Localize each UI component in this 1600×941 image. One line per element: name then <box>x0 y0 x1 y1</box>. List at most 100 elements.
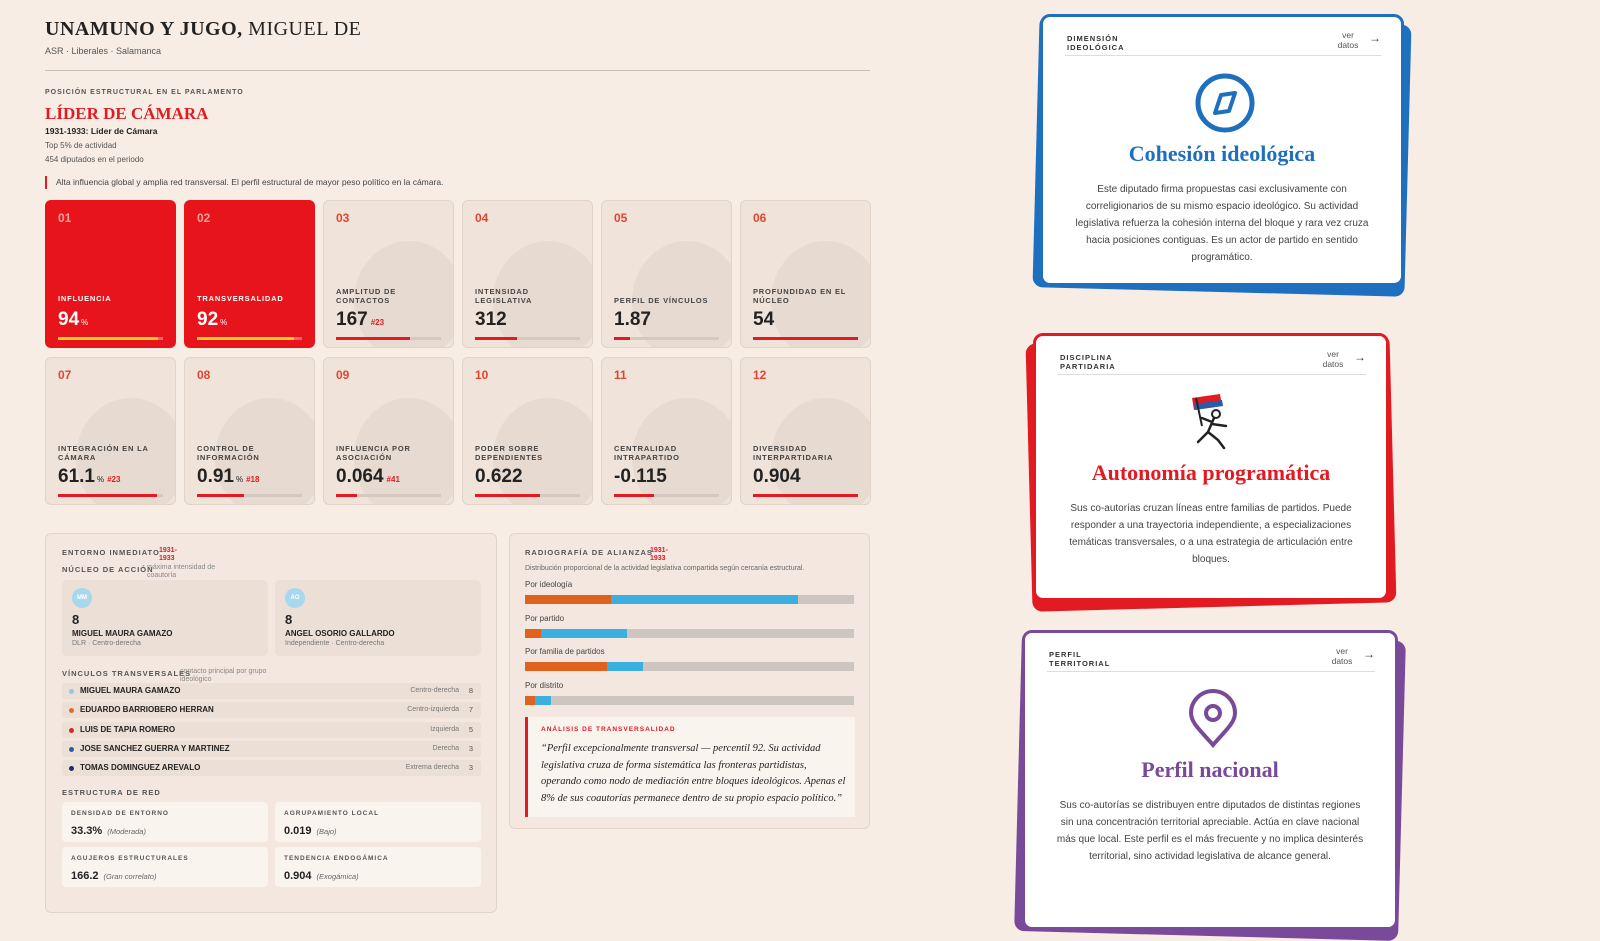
card-category: DISCIPLINA PARTIDARIA <box>1060 353 1116 371</box>
card-rule <box>1047 671 1375 672</box>
link-dot <box>69 708 74 714</box>
card-link[interactable]: ver datos <box>1331 646 1353 666</box>
metric-value: 0.622 <box>475 466 523 487</box>
structure-box: TENDENCIA ENDOGÁMICA 0.904 (Exogámica) <box>275 847 481 887</box>
core-name: ANGEL OSORIO GALLARDO <box>285 629 395 638</box>
insight-card[interactable]: PERFIL TERRITORIAL ver datos → Perfil nacio… <box>1022 630 1398 930</box>
link-row: LUIS DE TAPIA ROMERO Izquierda 5 <box>62 721 481 738</box>
metric-label: CONTROL DE INFORMACIÓN <box>197 444 260 462</box>
alliance-segment <box>541 628 627 638</box>
metric-bar-track <box>336 494 441 497</box>
metric-bar-track <box>336 337 441 340</box>
structure-label: TENDENCIA ENDOGÁMICA <box>284 855 389 862</box>
metric-value: -0.115 <box>614 466 667 487</box>
insight-card[interactable]: DIMENSIÓN IDEOLÓGICA ver datos → Cohesión i… <box>1040 14 1404 286</box>
card-icon <box>1193 71 1257 135</box>
metric-label: PODER SOBRE DEPENDIENTES <box>475 444 543 462</box>
metric-bar <box>475 337 517 340</box>
metric-card: 06 PROFUNDIDAD EN EL NÚCLEO 54 <box>740 200 871 348</box>
metric-number: 08 <box>197 368 211 382</box>
metric-value-row: 0.064 #41 <box>336 466 400 488</box>
metric-bar-track <box>58 337 163 340</box>
structure-note: (Exogámica) <box>316 872 359 881</box>
card-icon <box>1182 390 1246 454</box>
structure-value-row: 166.2 (Gran correlato) <box>71 866 156 884</box>
name: UNAMUNO Y JUGO, MIGUEL DE <box>45 18 361 41</box>
core-name: MIGUEL MAURA GAMAZO <box>72 629 173 638</box>
link-name: EDUARDO BARRIOBERO HERRAN <box>80 705 214 715</box>
card-link[interactable]: ver datos <box>1337 30 1359 50</box>
metric-unit: % <box>220 318 228 327</box>
metric-card: 08 CONTROL DE INFORMACIÓN 0.91% #18 <box>184 357 315 505</box>
alliance-track <box>525 595 854 604</box>
core-count: 8 <box>72 612 80 627</box>
position-detail: 454 diputados en el periodo <box>45 155 144 164</box>
link-count: 5 <box>468 724 473 734</box>
alliance-segment <box>607 662 644 671</box>
metric-rank: #23 <box>370 318 385 327</box>
alliance-segment <box>610 595 799 604</box>
link-group: Centro-izquierda <box>407 706 459 714</box>
position-title: LÍDER DE CÁMARA <box>45 104 209 123</box>
link-count: 3 <box>468 743 473 753</box>
link-dot <box>69 727 74 733</box>
portrait <box>493 241 592 347</box>
card-arrow: → <box>1354 350 1366 364</box>
metric-value: 0.91 <box>197 466 234 487</box>
alliance-label: Por partido <box>525 613 565 623</box>
link-count: 8 <box>468 686 473 695</box>
metric-value-row: 1.87 <box>614 309 651 331</box>
alliance-segment <box>525 662 608 671</box>
divider <box>45 70 870 71</box>
panel-title: ENTORNO INMEDIATO <box>62 548 160 557</box>
portrait <box>354 241 453 347</box>
structure-value: 166.2 <box>71 870 99 882</box>
metric-card: 04 INTENSIDAD LEGISLATIVA 312 <box>462 200 593 348</box>
structure-note: (Gran correlato) <box>103 872 157 881</box>
alliance-track <box>525 662 854 671</box>
card-title: Cohesión ideológica <box>1128 141 1316 166</box>
link-count: 7 <box>468 705 473 715</box>
alliance-track <box>525 695 854 705</box>
link-dot <box>69 766 74 772</box>
metric-bar <box>475 494 541 497</box>
metric-rank: #41 <box>386 475 400 484</box>
metric-card: 11 CENTRALIDAD INTRAPARTIDO -0.115 <box>601 357 732 505</box>
insight-card[interactable]: DISCIPLINA PARTIDARIA ver datos → Autonomía… <box>1033 333 1389 601</box>
metric-card: 03 AMPLITUD DE CONTACTOS 167 #23 <box>323 200 454 348</box>
metric-bar-track <box>475 337 580 340</box>
metric-unit: % <box>81 318 89 327</box>
metric-bar <box>197 494 245 497</box>
panel-period: 1931-1933 <box>650 547 668 562</box>
metric-label: INFLUENCIA POR ASOCIACIÓN <box>336 444 411 462</box>
panel-period: 1931-1933 <box>159 547 177 562</box>
metric-value-row: 167 #23 <box>336 309 384 331</box>
metric-bar <box>58 337 158 340</box>
metric-bar-track <box>197 494 302 497</box>
core-card: AO 8 ANGEL OSORIO GALLARDO Independiente · … <box>275 580 481 656</box>
metric-value-row: 54 <box>753 309 774 331</box>
metric-bar <box>336 337 410 340</box>
root: UNAMUNO Y JUGO, MIGUEL DE ASR · Liberale… <box>45 14 1412 941</box>
core-count: 8 <box>285 612 293 627</box>
card-text: Sus co-autorías cruzan líneas entre fami… <box>1069 503 1353 565</box>
metric-unit: % <box>235 475 244 484</box>
metric-label: INTENSIDAD LEGISLATIVA <box>475 287 533 305</box>
metric-label: INFLUENCIA <box>58 294 112 303</box>
structure-box: AGUJEROS ESTRUCTURALES 166.2 (Gran correla… <box>62 847 268 887</box>
metric-bar-track <box>753 494 858 497</box>
structure-note: (Bajo) <box>316 827 337 836</box>
metric-card: 05 PERFIL DE VÍNCULOS 1.87 <box>601 200 732 348</box>
metric-card: 01 INFLUENCIA 94% <box>45 200 176 348</box>
card-link[interactable]: ver datos <box>1322 349 1344 369</box>
link-dot <box>69 689 74 694</box>
structure-value: 33.3% <box>71 825 103 837</box>
link-name: TOMAS DOMINGUEZ AREVALO <box>80 763 201 773</box>
section-label: NÚCLEO DE ACCIÓN <box>62 565 154 574</box>
alianzas-panel: RADIOGRAFÍA DE ALIANZAS 1931-1933 Distribu… <box>509 533 870 829</box>
alliance-segment <box>525 695 535 705</box>
structure-value: 0.904 <box>284 870 312 882</box>
metric-card: 02 TRANSVERSALIDAD 92% <box>184 200 315 348</box>
portrait <box>771 398 870 504</box>
metric-value-row: 312 <box>475 309 507 331</box>
